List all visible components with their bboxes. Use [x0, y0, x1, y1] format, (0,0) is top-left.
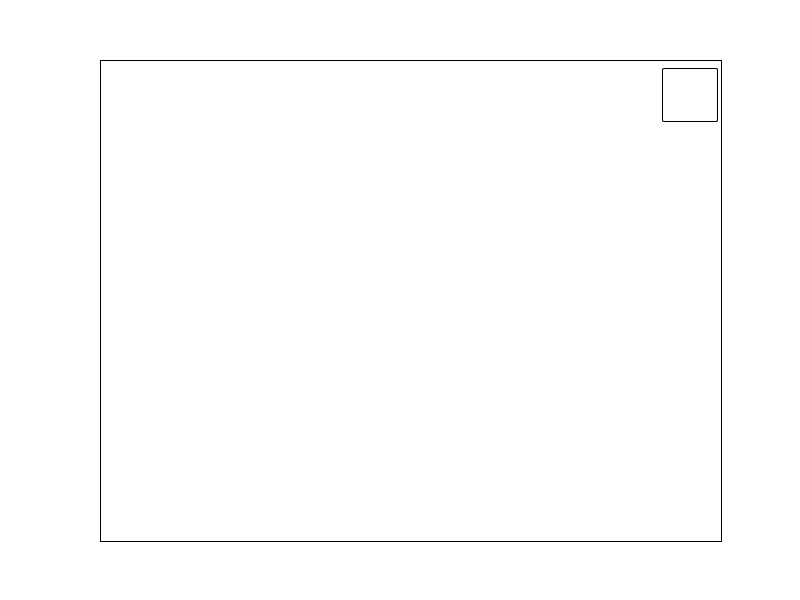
legend-item-fp [671, 95, 708, 115]
tp-legend-swatch [671, 81, 699, 90]
fp-legend-swatch [671, 101, 699, 110]
legend [662, 68, 718, 122]
plot-area [100, 60, 722, 542]
legend-item-tp [671, 75, 708, 95]
